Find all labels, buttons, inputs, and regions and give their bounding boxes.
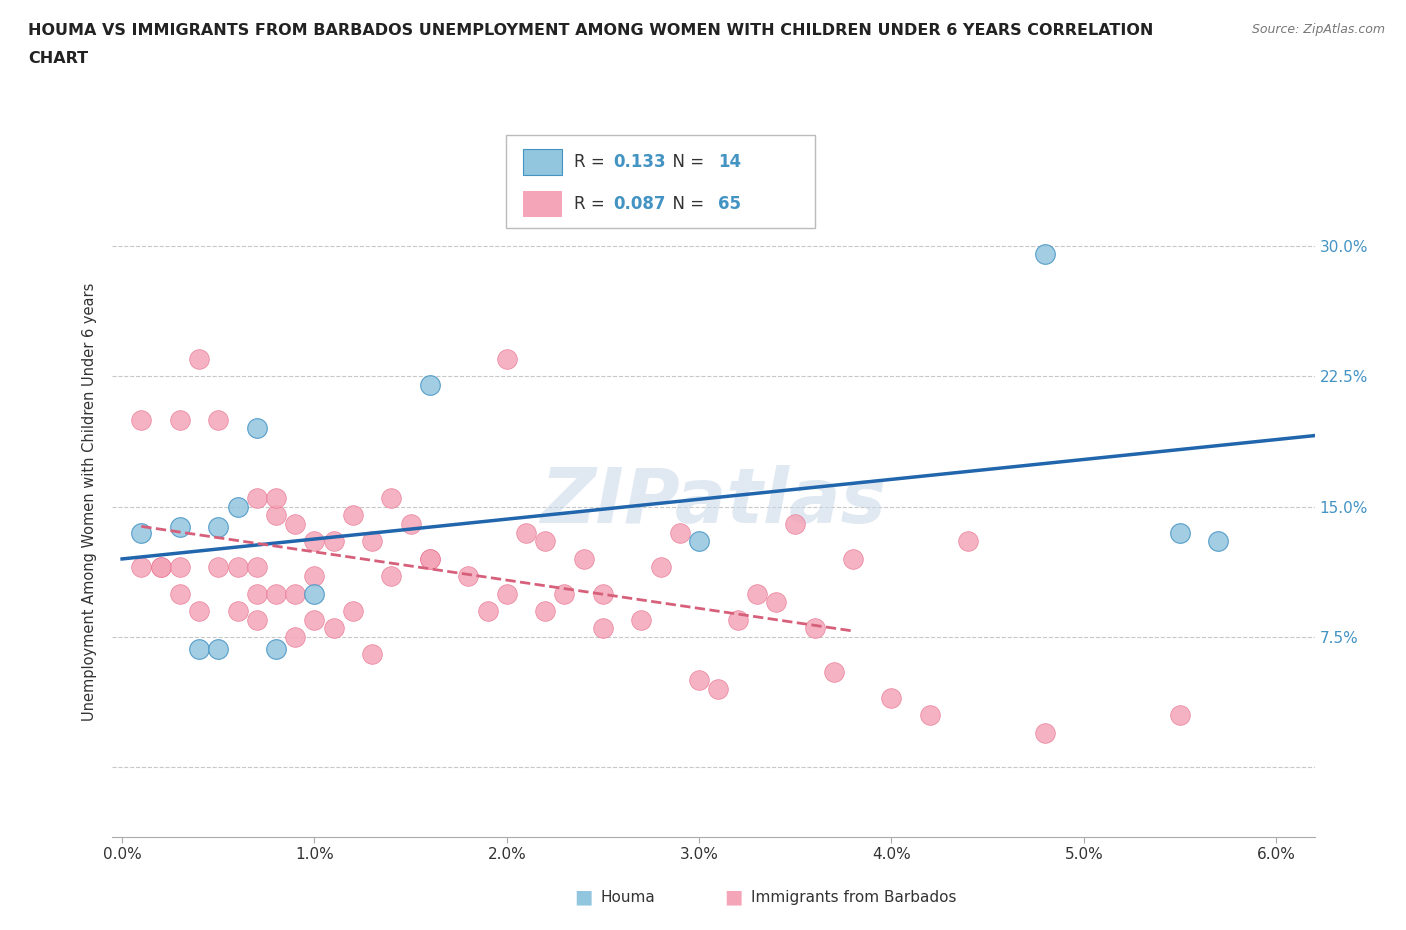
Text: Houma: Houma: [600, 890, 655, 905]
Point: [419, 551, 441, 566]
Point: [226, 499, 249, 514]
Point: [515, 525, 537, 540]
Point: [207, 520, 229, 535]
Point: [727, 612, 749, 627]
Text: ZIPatlas: ZIPatlas: [540, 465, 887, 539]
Point: [823, 664, 845, 679]
Text: ■: ■: [724, 888, 744, 907]
Y-axis label: Unemployment Among Women with Children Under 6 years: Unemployment Among Women with Children U…: [82, 283, 97, 722]
Point: [457, 568, 479, 583]
Point: [553, 586, 575, 601]
Point: [380, 568, 402, 583]
Point: [785, 516, 807, 531]
Point: [188, 604, 211, 618]
Text: HOUMA VS IMMIGRANTS FROM BARBADOS UNEMPLOYMENT AMONG WOMEN WITH CHILDREN UNDER 6: HOUMA VS IMMIGRANTS FROM BARBADOS UNEMPL…: [28, 23, 1153, 38]
Point: [131, 412, 153, 427]
Text: Source: ZipAtlas.com: Source: ZipAtlas.com: [1251, 23, 1385, 36]
Point: [246, 421, 269, 436]
Text: N =: N =: [662, 194, 710, 213]
Point: [169, 520, 191, 535]
Point: [284, 630, 307, 644]
Point: [592, 586, 614, 601]
Point: [572, 551, 595, 566]
Point: [207, 642, 229, 657]
Text: R =: R =: [574, 194, 607, 213]
Point: [246, 586, 269, 601]
Point: [495, 352, 517, 366]
Point: [342, 508, 364, 523]
Point: [534, 534, 557, 549]
Point: [918, 708, 941, 723]
Text: Immigrants from Barbados: Immigrants from Barbados: [751, 890, 956, 905]
Point: [495, 586, 517, 601]
Point: [534, 604, 557, 618]
Point: [957, 534, 980, 549]
Point: [342, 604, 364, 618]
Point: [169, 586, 191, 601]
Point: [322, 534, 344, 549]
Point: [707, 682, 730, 697]
Point: [246, 490, 269, 505]
Text: CHART: CHART: [28, 51, 89, 66]
Point: [361, 534, 384, 549]
Point: [669, 525, 692, 540]
Point: [477, 604, 499, 618]
Point: [149, 560, 172, 575]
Text: 65: 65: [718, 194, 741, 213]
Point: [399, 516, 422, 531]
Point: [284, 586, 307, 601]
Text: N =: N =: [662, 153, 710, 171]
Point: [1168, 708, 1191, 723]
Point: [322, 621, 344, 636]
Point: [188, 642, 211, 657]
Point: [1033, 247, 1056, 262]
Point: [688, 534, 710, 549]
Point: [380, 490, 402, 505]
Point: [803, 621, 825, 636]
Point: [226, 560, 249, 575]
Text: 14: 14: [718, 153, 741, 171]
Point: [1033, 725, 1056, 740]
Point: [688, 673, 710, 688]
Text: 0.133: 0.133: [613, 153, 665, 171]
Point: [264, 642, 287, 657]
Point: [419, 551, 441, 566]
Point: [304, 534, 326, 549]
Point: [304, 612, 326, 627]
Point: [650, 560, 672, 575]
Text: 0.087: 0.087: [613, 194, 665, 213]
Point: [304, 568, 326, 583]
Point: [207, 412, 229, 427]
Point: [284, 516, 307, 531]
Point: [131, 560, 153, 575]
Text: ■: ■: [574, 888, 593, 907]
Point: [169, 560, 191, 575]
Point: [361, 647, 384, 662]
Text: R =: R =: [574, 153, 607, 171]
Point: [169, 412, 191, 427]
Point: [131, 525, 153, 540]
Point: [149, 560, 172, 575]
Point: [1168, 525, 1191, 540]
Point: [592, 621, 614, 636]
Point: [1208, 534, 1230, 549]
Point: [246, 612, 269, 627]
Point: [880, 690, 903, 705]
Point: [264, 508, 287, 523]
Point: [304, 586, 326, 601]
Point: [226, 604, 249, 618]
Point: [745, 586, 768, 601]
Point: [264, 586, 287, 601]
Point: [419, 378, 441, 392]
Point: [264, 490, 287, 505]
Point: [188, 352, 211, 366]
Point: [246, 560, 269, 575]
Point: [842, 551, 865, 566]
Point: [765, 595, 787, 610]
Point: [207, 560, 229, 575]
Point: [630, 612, 652, 627]
